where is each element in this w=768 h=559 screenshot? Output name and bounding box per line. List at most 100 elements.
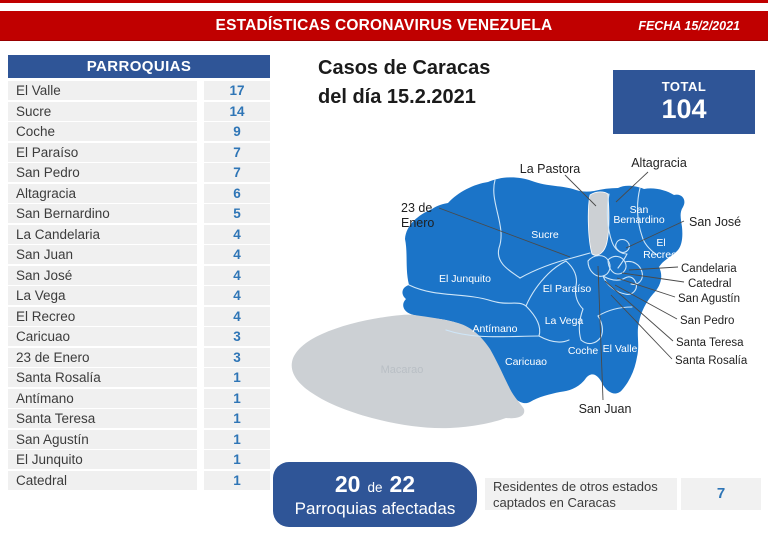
callout-catedral: Catedral	[688, 278, 731, 290]
callout-san-juan: San Juan	[579, 402, 632, 416]
parish-value-cell: 3	[204, 327, 270, 346]
parish-name-cell: 23 de Enero	[8, 347, 197, 367]
parish-value-cell: 1	[204, 388, 270, 408]
parish-name-cell: San Juan	[8, 245, 197, 264]
map-label-sucre: Sucre	[531, 229, 559, 241]
map-label-el-paraiso: El Paraíso	[543, 283, 592, 295]
parish-name-cell: San Pedro	[8, 163, 197, 182]
affected-of-word: de	[367, 480, 383, 495]
leader-candelaria	[628, 266, 679, 271]
parish-name-cell: San José	[8, 265, 197, 285]
parish-value-cell: 4	[204, 306, 270, 326]
map-label-san-bernardino-2: Bernardino	[613, 214, 665, 226]
table-row: El Valle 17	[8, 81, 270, 100]
parish-name-cell: La Vega	[8, 286, 197, 305]
parish-value-cell: 1	[204, 429, 270, 449]
affected-count-line: 20 de 22	[273, 471, 477, 498]
table-row: Caricuao 3	[8, 327, 270, 346]
parish-name-cell: Sucre	[8, 101, 197, 121]
table-row: San Pedro 7	[8, 163, 270, 182]
table-row: La Candelaria 4	[8, 224, 270, 244]
map-label-caricuao: Caricuao	[505, 356, 547, 368]
table-row: 23 de Enero 3	[8, 347, 270, 367]
section-title-line1: Casos de Caracas	[318, 57, 491, 79]
table-row: San Juan 4	[8, 245, 270, 264]
leader-san-juan	[597, 265, 604, 401]
table-row: La Vega 4	[8, 286, 270, 305]
parish-value-cell: 7	[204, 142, 270, 162]
callout-candelaria: Candelaria	[681, 263, 737, 275]
page-title: ESTADÍSTICAS CORONAVIRUS VENEZUELA	[215, 17, 553, 34]
parish-name-cell: Santa Rosalía	[8, 368, 197, 387]
callout-san-jose: San José	[689, 215, 741, 229]
leader-san-jose	[625, 220, 685, 249]
parish-value-cell: 4	[204, 224, 270, 244]
map-label-antimano: Antímano	[473, 323, 518, 335]
total-label: TOTAL	[661, 79, 707, 94]
section-title: Casos de Caracas del día 15.2.2021	[318, 54, 490, 112]
parish-name-cell: La Candelaria	[8, 224, 197, 244]
affected-parishes-box: 20 de 22 Parroquias afectadas	[273, 462, 477, 527]
parish-value-cell: 4	[204, 265, 270, 285]
leader-san-agustin	[616, 277, 676, 298]
table-row: San Bernardino 5	[8, 204, 270, 223]
callout-23-de-enero: 23 de	[401, 201, 432, 215]
map-region-la-pastora	[587, 191, 610, 256]
table-row: El Junquito 1	[8, 450, 270, 469]
parish-name-cell: El Recreo	[8, 306, 197, 326]
callout-leader-lines	[438, 171, 685, 401]
callout-altagracia: Altagracia	[631, 156, 687, 170]
parish-value-cell: 1	[204, 409, 270, 428]
parish-name-cell: Caricuao	[8, 327, 197, 346]
parroquias-table-header: PARROQUIAS	[8, 55, 270, 78]
leader-santa-rosalia	[610, 294, 673, 360]
affected-count: 20	[334, 471, 361, 497]
parish-value-cell: 9	[204, 122, 270, 141]
callout-san-pedro: San Pedro	[680, 315, 734, 327]
total-value: 104	[661, 94, 707, 124]
table-row: El Paraíso 7	[8, 142, 270, 162]
parish-value-cell: 5	[204, 204, 270, 223]
parish-value-cell: 4	[204, 286, 270, 305]
parish-name-cell: Catedral	[8, 470, 197, 490]
leader-23-de-enero	[438, 207, 571, 258]
residents-other-states-label: Residentes de otros estados captados en …	[485, 478, 677, 510]
leader-la-pastora	[564, 174, 597, 207]
parish-value-cell: 7	[204, 163, 270, 182]
parish-name-cell: Altagracia	[8, 183, 197, 203]
callout-la-pastora: La Pastora	[520, 162, 581, 176]
title-bar: ESTADÍSTICAS CORONAVIRUS VENEZUELA FECHA…	[0, 11, 768, 41]
residents-other-states-value: 7	[681, 478, 761, 510]
callout-23-de-enero-2: Enero	[401, 216, 434, 230]
top-accent-strip	[0, 0, 768, 3]
parish-value-cell: 14	[204, 101, 270, 121]
table-row: Sucre 14	[8, 101, 270, 121]
map-region-macarao	[291, 314, 525, 429]
residents-label-line1: Residentes de otros estados	[493, 479, 658, 494]
leader-santa-teresa	[604, 280, 674, 342]
parish-borders	[408, 179, 658, 345]
leader-san-pedro	[614, 284, 678, 320]
parish-name-cell: El Valle	[8, 81, 197, 100]
parish-value-cell: 4	[204, 245, 270, 264]
parish-name-cell: Antímano	[8, 388, 197, 408]
map-label-san-bernardino: San	[630, 204, 649, 216]
map-label-macarao: Macarao	[381, 364, 424, 376]
parish-value-cell: 17	[204, 81, 270, 100]
map-label-coche: Coche	[568, 345, 599, 357]
affected-total: 22	[389, 471, 416, 497]
total-box: TOTAL 104	[613, 70, 755, 134]
table-row: Santa Rosalía 1	[8, 368, 270, 387]
table-row: San José 4	[8, 265, 270, 285]
parish-name-cell: Santa Teresa	[8, 409, 197, 428]
parish-name-cell: El Paraíso	[8, 142, 197, 162]
parish-value-cell: 1	[204, 450, 270, 469]
callout-santa-rosalia: Santa Rosalía	[675, 355, 748, 367]
parish-name-cell: San Bernardino	[8, 204, 197, 223]
map-label-el-recreo-2: Recreo	[643, 249, 677, 261]
leader-catedral	[621, 272, 685, 283]
parish-value-cell: 3	[204, 347, 270, 367]
map-region-affected	[402, 177, 685, 404]
map-label-el-valle: El Valle	[603, 343, 638, 355]
